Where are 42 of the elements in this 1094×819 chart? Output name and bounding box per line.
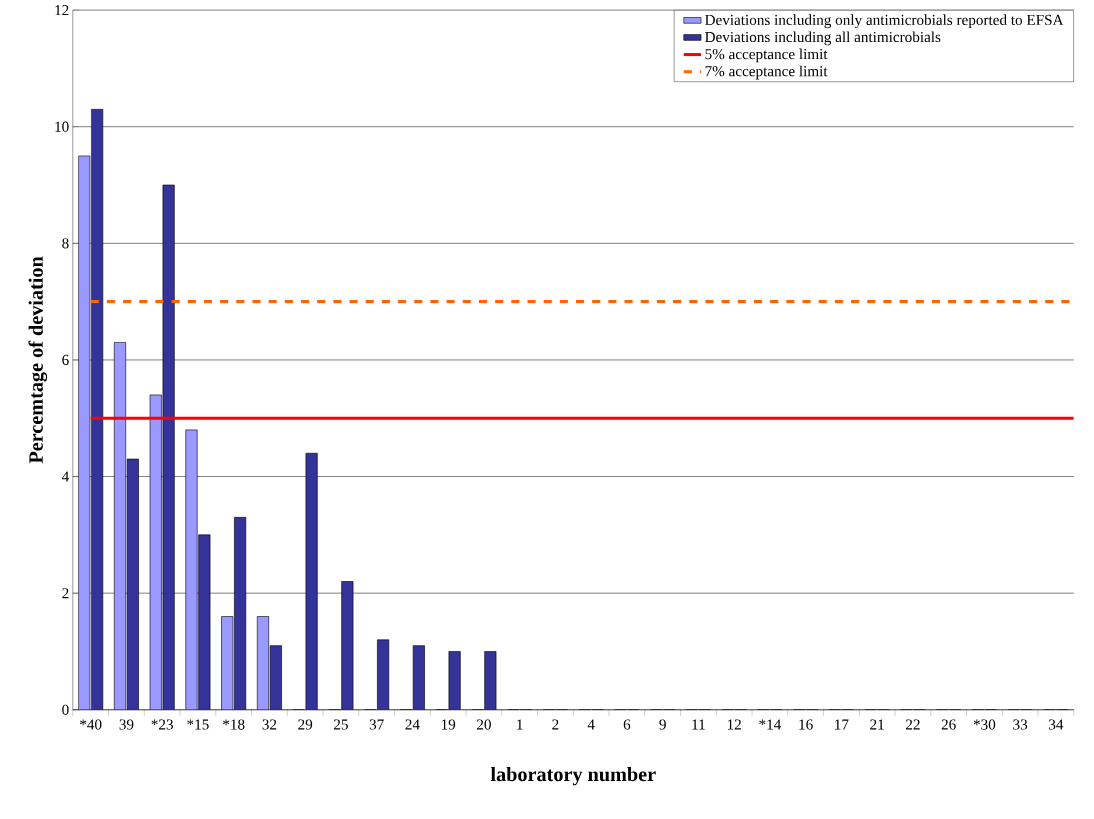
y-tick-label: 10 — [55, 121, 69, 132]
x-tick-label: 34 — [1049, 719, 1064, 730]
x-tick-label: *30 — [973, 719, 996, 730]
x-axis-title: laboratory number — [490, 766, 656, 786]
x-tick-label: 21 — [870, 719, 884, 730]
x-tick-label: 12 — [727, 719, 741, 730]
x-tick-label: 17 — [835, 719, 849, 730]
x-tick-label: 24 — [405, 719, 420, 730]
y-tick-label: 12 — [55, 5, 69, 16]
y-tick-label: 2 — [62, 588, 69, 599]
legend-label: 5% acceptance limit — [705, 48, 828, 63]
x-tick-label: *23 — [151, 719, 173, 730]
y-tick-label: 4 — [61, 471, 69, 482]
y-axis-title: Percemtage of deviation — [28, 256, 48, 464]
x-tick-label: 29 — [298, 719, 313, 730]
x-tick-label: 26 — [941, 719, 956, 730]
bar — [185, 429, 198, 710]
legend-label: 7% acceptance limit — [705, 65, 828, 80]
x-tick-label: 39 — [119, 719, 134, 730]
x-tick-label: 1 — [517, 719, 523, 730]
x-tick-label: 4 — [587, 719, 595, 730]
x-tick-label: 22 — [905, 719, 920, 730]
x-tick-label: 16 — [799, 719, 813, 730]
x-tick-label: *18 — [223, 719, 245, 730]
x-tick-label: 2 — [552, 719, 559, 730]
x-tick-label: *14 — [759, 719, 782, 730]
x-tick-label: 9 — [659, 719, 666, 730]
x-tick-label: 37 — [369, 719, 384, 730]
x-tick-label: 20 — [477, 719, 491, 730]
x-tick-label: *15 — [187, 719, 209, 730]
x-tick-label: *40 — [80, 719, 102, 730]
x-tick-label: 33 — [1013, 719, 1028, 730]
x-tick-label: 11 — [692, 719, 705, 730]
y-tick-label: 0 — [62, 704, 69, 715]
y-tick-label: 6 — [62, 354, 69, 366]
y-tick-label: 8 — [62, 238, 69, 249]
legend-label: Deviations including only antimicrobials reported to EFSA — [705, 14, 1064, 29]
x-tick-label: 19 — [441, 719, 456, 730]
legend-label: Deviations including all antimicrobials — [705, 31, 941, 46]
x-tick-label: 32 — [262, 719, 277, 730]
x-tick-label: 25 — [334, 719, 348, 730]
x-tick-label: 6 — [623, 719, 631, 730]
